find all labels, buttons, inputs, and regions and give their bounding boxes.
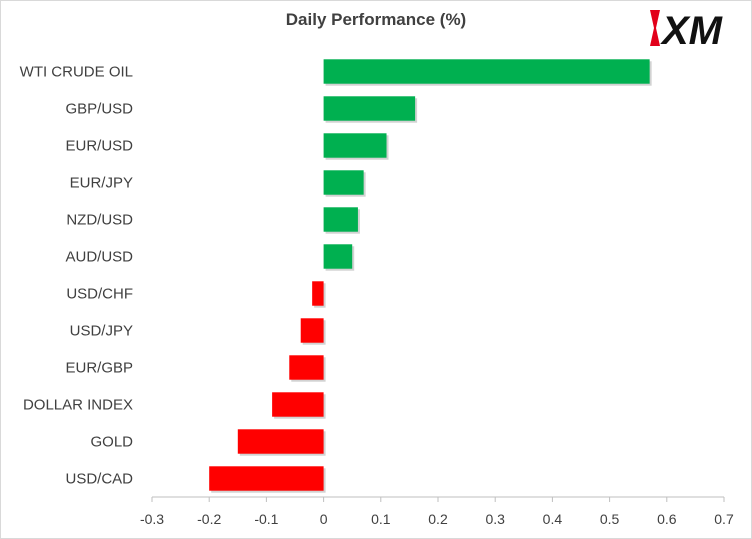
category-label: AUD/USD [65,249,133,266]
bar-dollar-index [272,392,324,417]
category-label: EUR/GBP [65,360,133,377]
category-label: USD/CHF [66,286,133,303]
bar-eur-usd [323,133,387,158]
x-tick-label: 0.5 [600,511,620,527]
x-tick-label: 0.2 [428,511,448,527]
category-label: EUR/JPY [70,175,133,192]
category-label: USD/JPY [70,323,133,340]
bar-usd-cad [209,466,324,491]
x-tick-label: 0.3 [485,511,505,527]
x-tick-label: -0.3 [140,511,164,527]
category-label: NZD/USD [66,212,133,229]
bar-usd-jpy [300,318,324,343]
x-tick-label: 0.7 [714,511,734,527]
bar-aud-usd [323,244,353,269]
category-label: DOLLAR INDEX [23,397,133,414]
x-tick-label: 0.4 [543,511,563,527]
x-tick-label: 0.6 [657,511,677,527]
bar-eur-gbp [289,355,324,380]
xm-logo-text: XM [660,9,724,52]
bar-gold [237,429,324,454]
x-tick-label: 0.1 [371,511,391,527]
xm-logo: XM [650,9,724,52]
bar-wti-crude-oil [323,59,650,84]
bar-gbp-usd [323,96,416,121]
bar-nzd-usd [323,207,358,232]
x-tick-label: -0.1 [254,511,278,527]
bar-usd-chf [312,281,324,306]
x-tick-label: 0 [320,511,328,527]
category-label: GOLD [90,434,133,451]
category-label: WTI CRUDE OIL [20,64,133,81]
category-label: GBP/USD [65,101,133,118]
chart-title: Daily Performance (%) [285,10,467,29]
bar-eur-jpy [323,170,364,195]
x-tick-label: -0.2 [197,511,221,527]
category-label: EUR/USD [65,138,133,155]
category-label: USD/CAD [65,471,133,488]
